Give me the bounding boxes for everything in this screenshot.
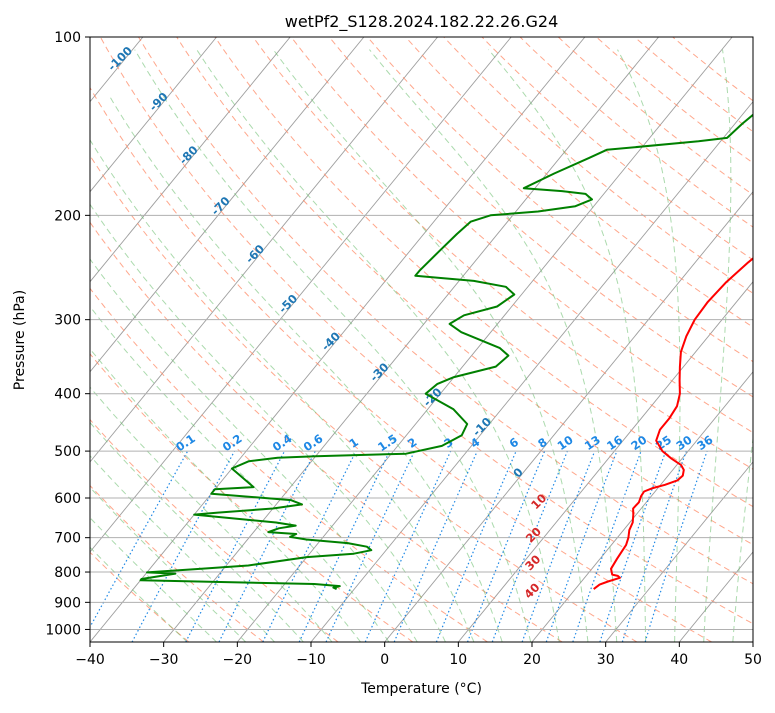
moist-adiabat-label: 20 — [523, 524, 544, 545]
mixing-ratio-line — [219, 451, 315, 642]
isotherm-line — [0, 37, 364, 642]
dry-adiabat-line — [673, 37, 775, 642]
moist-adiabat-line — [56, 150, 446, 642]
dry-adiabat-line — [329, 37, 775, 642]
mixing-ratio-line — [645, 451, 707, 642]
mixing-ratio-label: 30 — [674, 433, 695, 454]
mixing-ratio-label: 25 — [653, 433, 674, 454]
mixing-ratio-line — [492, 451, 567, 642]
isotherm-line — [679, 37, 775, 642]
isotherm-line — [0, 37, 438, 642]
mixing-ratio-line — [186, 451, 285, 642]
dry-adiabat-line — [0, 37, 413, 642]
dry-adiabat-line — [100, 37, 775, 642]
x-tick-label: −30 — [149, 652, 179, 668]
y-tick-label: 300 — [54, 313, 81, 329]
moist-adiabat-label: 40 — [521, 580, 542, 601]
mixing-ratio-label: 10 — [555, 433, 576, 454]
y-axis-label: Pressure (hPa) — [12, 290, 28, 390]
dry-adiabat-line — [0, 37, 338, 642]
dry-adiabat-line — [444, 37, 775, 642]
y-tick-label: 500 — [54, 444, 81, 460]
dry-adiabat-label: -60 — [243, 242, 268, 267]
x-tick-label: 50 — [744, 652, 762, 668]
dry-adiabat-label: -70 — [208, 194, 233, 219]
y-tick-label: 900 — [54, 595, 81, 611]
moist-adiabat-line — [0, 288, 246, 642]
isotherm-lines — [0, 37, 775, 642]
mixing-ratio-line — [263, 451, 356, 642]
mixing-ratio-line — [468, 451, 545, 642]
isotherm-line — [0, 37, 217, 642]
y-tick-label: 1000 — [45, 622, 81, 638]
mixing-ratio-line — [82, 451, 188, 642]
moist-adiabat-label: 10 — [528, 491, 549, 512]
x-tick-label: −10 — [296, 652, 326, 668]
dry-adiabat-label: 0 — [510, 465, 526, 481]
y-tick-label: 200 — [54, 208, 81, 224]
x-tick-label: 0 — [380, 652, 389, 668]
dry-adiabat-label: -90 — [146, 89, 171, 114]
dry-adiabat-label: -80 — [176, 143, 201, 168]
mixing-ratio-label: 13 — [582, 433, 603, 454]
moist-adiabat-line — [109, 94, 503, 642]
mixing-ratio-label: 20 — [628, 433, 649, 454]
plot-frame — [90, 37, 753, 642]
moist-adiabat-line — [733, 50, 775, 642]
moist-adiabat-line — [0, 273, 275, 642]
y-tick-label: 800 — [54, 565, 81, 581]
x-tick-label: 30 — [597, 652, 615, 668]
mixing-ratio-label: 36 — [694, 433, 715, 454]
dry-adiabat-label: -100 — [105, 44, 135, 74]
mixing-ratio-line — [436, 451, 516, 642]
moist-adiabat-lines — [0, 50, 775, 642]
dry-adiabat-line — [558, 37, 775, 642]
y-tick-label: 100 — [54, 30, 81, 46]
x-tick-label: −20 — [223, 652, 253, 668]
moist-adiabat-line — [489, 50, 646, 642]
dry-adiabat-label: -40 — [318, 329, 343, 354]
dry-adiabat-line — [0, 37, 189, 642]
x-tick-label: 40 — [670, 652, 688, 668]
x-tick-label: 10 — [449, 652, 467, 668]
y-tick-label: 600 — [54, 491, 81, 507]
x-tick-label: −40 — [75, 652, 105, 668]
x-tick-label: 20 — [523, 652, 541, 668]
y-tick-label: 400 — [54, 387, 81, 403]
mixing-ratio-label: 16 — [604, 433, 625, 454]
dry-adiabat-line — [635, 37, 775, 642]
chart-title: wetPf2_S128.2024.182.22.26.G24 — [285, 12, 559, 32]
dry-adiabat-label: -50 — [276, 291, 301, 316]
x-axis-label: Temperature (°C) — [360, 681, 482, 697]
isotherm-line — [606, 37, 775, 642]
isotherm-line — [385, 37, 775, 642]
isotherm-line — [753, 37, 775, 642]
isotherm-line — [0, 37, 69, 642]
moist-adiabat-line — [0, 307, 217, 643]
mixing-ratio-label: 6 — [507, 435, 521, 451]
dry-adiabat-label: -30 — [367, 360, 392, 385]
moist-adiabat-line — [80, 124, 474, 642]
isotherm-line — [237, 37, 732, 642]
dry-adiabat-line — [62, 37, 712, 642]
dry-adiabat-line — [0, 37, 488, 642]
y-tick-label: 700 — [54, 531, 81, 547]
